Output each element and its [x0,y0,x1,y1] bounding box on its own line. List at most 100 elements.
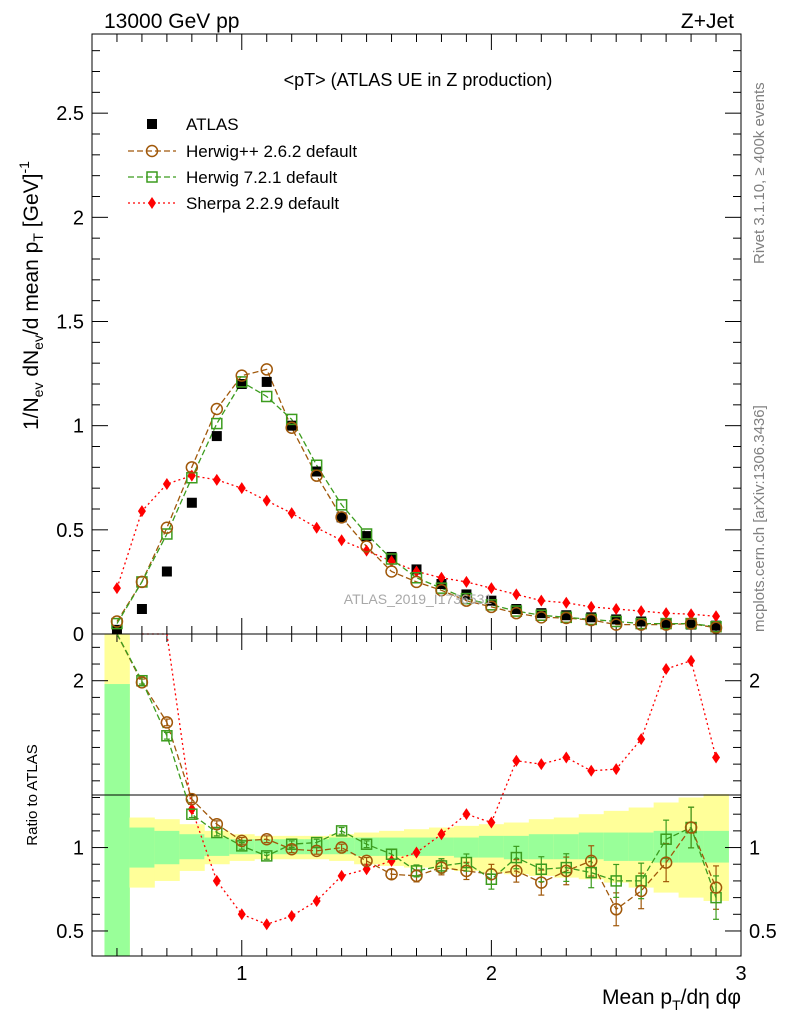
legend-marker-atlas [147,119,157,129]
herwigpp-point [510,606,523,620]
herwigpp-point [110,615,124,628]
ratio-herwig7-point [285,838,298,850]
sherpa-point [287,507,296,520]
herwigpp-point [560,611,573,625]
herwig7-point [360,528,373,540]
ratio-ytick-label-right: 0.5 [749,921,777,943]
ratio-herwig7-point [510,851,523,864]
atlas-point [186,497,197,508]
sherpa-point [212,473,221,486]
legend-entry: Herwig 7.2.1 default [186,168,337,187]
ratio-herwigpp-point [709,881,723,894]
ratio-herwigpp-point [560,864,573,878]
band-inner [129,827,155,868]
mcplots-label: mcplots.cern.ch [arXiv:1306.3436] [751,405,768,632]
herwig7-line [116,381,717,628]
sherpa-point [362,544,371,557]
band-inner [478,835,505,858]
ratio-herwig7-point [260,850,273,862]
herwigpp-point [285,421,298,434]
herwigpp-line [116,368,717,629]
ratio-sherpa-line [141,633,717,925]
ratio-ylabel: Ratio to ATLAS [24,744,41,845]
ratio-herwigpp-point [260,832,273,846]
ratio-sherpa-point [237,908,246,921]
ratio-herwigpp-point [160,716,174,729]
atlas-point [211,431,222,442]
ratio-herwigpp-point [135,676,149,689]
ratio-sherpa-point [612,763,621,776]
ratio-herwig7-point [385,848,398,860]
legend-entry: ATLAS [186,115,239,134]
sherpa-point [662,607,671,620]
herwigpp-point [535,611,548,624]
sherpa-point [612,603,621,615]
atlas-point [136,604,147,614]
main-ytick-label: 0.5 [56,520,84,542]
legend: ATLAS Herwig++ 2.6.2 default Herwig 7.2.1 … [128,115,357,213]
ratio-sherpa-point [387,854,396,867]
x-axis-label: Mean pT/dη dφ [602,986,741,1013]
band-inner [628,832,655,861]
legend-marker-herwig7 [146,171,158,183]
ratio-sherpa-point [662,663,671,676]
ratio-herwigpp-point [535,876,548,889]
herwigpp-point [385,565,398,578]
atlas-point [286,420,297,431]
atlas-point [236,379,247,389]
ratio-series-layer [116,633,723,931]
herwig7-point [385,553,398,565]
herwig7-point [211,417,223,430]
ratio-herwigpp-point [684,821,698,834]
atlas-point [661,618,672,629]
main-ytick-label: 1.5 [56,312,84,334]
ratio-sherpa-point [712,751,721,764]
sherpa-point [337,534,346,547]
rivet-label: Rivet 3.1.10, ≥ 400k events [751,82,768,264]
main-ytick-label: 0 [73,624,84,646]
band-inner [428,837,455,856]
main-title: <pT> (ATLAS UE in Z production) [284,70,553,90]
herwigpp-point [584,613,598,627]
herwigpp-point [609,618,623,631]
main-ylabel: 1/Nev dNev/d mean pT [GeV]-1 [16,161,46,430]
ratio-herwig7-point [360,838,373,850]
ratio-sherpa-point [437,828,446,841]
main-ytick-label: 2 [73,207,84,229]
sherpa-point [637,605,646,618]
ratio-herwig7-point [236,840,248,852]
ratio-herwig7-point [460,856,473,869]
ratio-ytick-label: 0.5 [56,921,84,943]
atlas-point [111,624,122,635]
herwigpp-point [410,575,423,589]
herwigpp-point [360,540,373,553]
ratio-ytick-label-right: 2 [749,671,760,693]
herwigpp-point [135,575,149,589]
legend-entry: Herwig++ 2.6.2 default [186,142,357,161]
atlas-point [536,608,547,619]
band-inner [603,832,630,861]
atlas-point [311,466,322,477]
atlas-point [586,612,597,623]
main-ytick-label: 1 [73,416,84,438]
sherpa-point [512,588,521,601]
ratio-herwigpp-point [185,792,199,806]
sherpa-point [262,494,271,507]
atlas-point [261,376,272,387]
ratio-sherpa-point [637,733,646,746]
band-inner [254,839,280,855]
ratio-xtick-label: 1 [236,963,247,985]
atlas-point [336,512,347,523]
herwigpp-point [659,618,673,631]
ratio-herwig7-point [335,825,348,837]
ratio-herwigpp-point [659,856,673,869]
band-inner [703,830,729,863]
sherpa-point [487,582,496,595]
ratio-herwig7-point [535,863,548,875]
sherpa-point [462,575,471,588]
ratio-herwigpp-point [510,864,523,878]
sherpa-point [162,478,171,490]
ratio-sherpa-point [312,894,321,907]
legend-marker-herwigpp [145,144,159,158]
main-axis-ticks: 0 0.5 1 1.5 2 2.5 [56,34,742,646]
